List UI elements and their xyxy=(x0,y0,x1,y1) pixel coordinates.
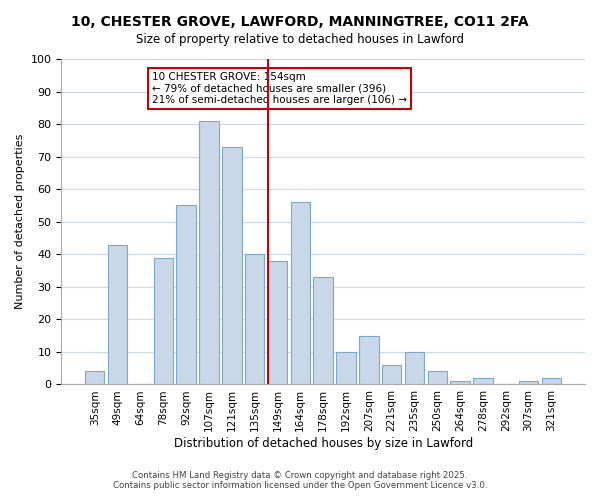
Text: Contains HM Land Registry data © Crown copyright and database right 2025.
Contai: Contains HM Land Registry data © Crown c… xyxy=(113,470,487,490)
Bar xyxy=(108,244,127,384)
Bar xyxy=(154,258,173,384)
Bar xyxy=(85,372,104,384)
Bar xyxy=(451,381,470,384)
Bar xyxy=(199,121,218,384)
Text: 10 CHESTER GROVE: 154sqm
← 79% of detached houses are smaller (396)
21% of semi-: 10 CHESTER GROVE: 154sqm ← 79% of detach… xyxy=(152,72,407,105)
Bar xyxy=(222,147,242,384)
Bar xyxy=(359,336,379,384)
Bar xyxy=(382,365,401,384)
Text: Size of property relative to detached houses in Lawford: Size of property relative to detached ho… xyxy=(136,32,464,46)
Bar xyxy=(519,381,538,384)
Bar xyxy=(542,378,561,384)
Bar xyxy=(176,206,196,384)
Bar xyxy=(405,352,424,384)
Bar xyxy=(245,254,265,384)
Bar xyxy=(313,277,333,384)
Y-axis label: Number of detached properties: Number of detached properties xyxy=(15,134,25,310)
Bar xyxy=(473,378,493,384)
Text: 10, CHESTER GROVE, LAWFORD, MANNINGTREE, CO11 2FA: 10, CHESTER GROVE, LAWFORD, MANNINGTREE,… xyxy=(71,15,529,29)
Bar xyxy=(268,261,287,384)
Bar xyxy=(428,372,447,384)
Bar xyxy=(336,352,356,384)
X-axis label: Distribution of detached houses by size in Lawford: Distribution of detached houses by size … xyxy=(173,437,473,450)
Bar xyxy=(290,202,310,384)
